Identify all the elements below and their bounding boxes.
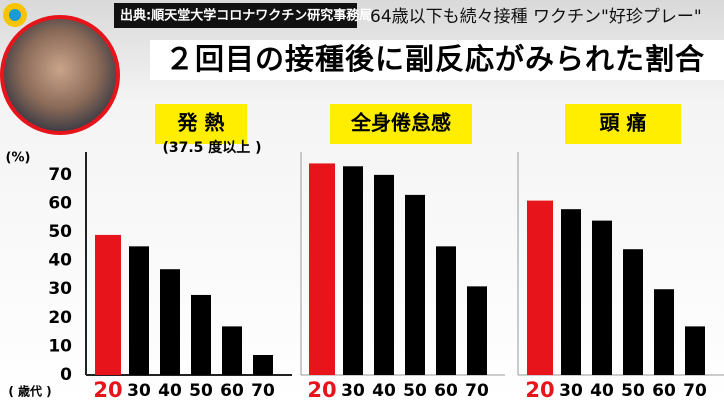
chart-title-box	[330, 104, 472, 144]
x-tick-label: 70	[683, 381, 707, 401]
y-axis-label: (%)	[6, 151, 31, 166]
bar	[685, 326, 705, 375]
bar	[222, 326, 242, 375]
chart-title: 全身倦怠感	[350, 111, 451, 135]
chart-title: 発 熱	[177, 111, 225, 135]
bar	[160, 269, 180, 375]
bar	[561, 209, 581, 375]
x-tick-label: 40	[372, 381, 396, 401]
y-tick-label: 70	[48, 165, 72, 185]
bar	[527, 200, 553, 375]
chart-subtitle: (37.5 度以上 )	[162, 139, 261, 156]
bar	[467, 286, 487, 375]
x-tick-label: 40	[590, 381, 614, 401]
x-tick-label: 70	[465, 381, 489, 401]
y-tick-label: 0	[60, 365, 72, 385]
x-tick-label: 50	[403, 381, 427, 401]
y-tick-label: 50	[48, 222, 72, 242]
bar	[405, 194, 425, 375]
title-bar	[150, 40, 724, 80]
bar	[309, 163, 335, 375]
y-tick-label: 30	[48, 279, 72, 299]
x-tick-label: 70	[251, 381, 275, 401]
x-tick-label: 40	[158, 381, 182, 401]
bar	[592, 220, 612, 375]
x-tick-label: 50	[621, 381, 645, 401]
presenter-photo	[0, 15, 120, 135]
headline: 64歳以下も続々接種 ワクチン"好珍プレー"	[370, 7, 702, 27]
bar	[129, 246, 149, 375]
bar	[343, 166, 363, 375]
bar	[95, 234, 121, 375]
main-title: ２回目の接種後に副反応がみられた割合	[165, 42, 705, 76]
y-tick-label: 60	[48, 193, 72, 213]
bar	[253, 354, 273, 375]
chart-title-box	[155, 104, 247, 144]
x-tick-label: 60	[434, 381, 458, 401]
bar	[374, 174, 394, 375]
x-tick-label: 20	[93, 378, 122, 402]
source-box	[114, 3, 357, 28]
x-axis-label: ( 歳代 )	[8, 384, 51, 399]
x-tick-label: 20	[307, 378, 336, 402]
bar	[436, 246, 456, 375]
x-tick-label: 60	[652, 381, 676, 401]
x-tick-label: 20	[525, 378, 554, 402]
bar	[623, 249, 643, 375]
x-tick-label: 30	[341, 381, 365, 401]
chart-title-box	[565, 104, 681, 144]
x-tick-label: 50	[189, 381, 213, 401]
y-tick-label: 40	[48, 251, 72, 271]
bar	[654, 289, 674, 375]
bar	[191, 294, 211, 375]
chart-title: 頭 痛	[600, 111, 647, 135]
y-tick-label: 10	[48, 336, 72, 356]
source: 出典:順天堂大学コロナワクチン研究事務局	[120, 8, 372, 24]
x-tick-label: 60	[220, 381, 244, 401]
x-tick-label: 30	[559, 381, 583, 401]
logo-inner	[9, 9, 21, 21]
x-tick-label: 30	[127, 381, 151, 401]
y-tick-label: 20	[48, 308, 72, 328]
